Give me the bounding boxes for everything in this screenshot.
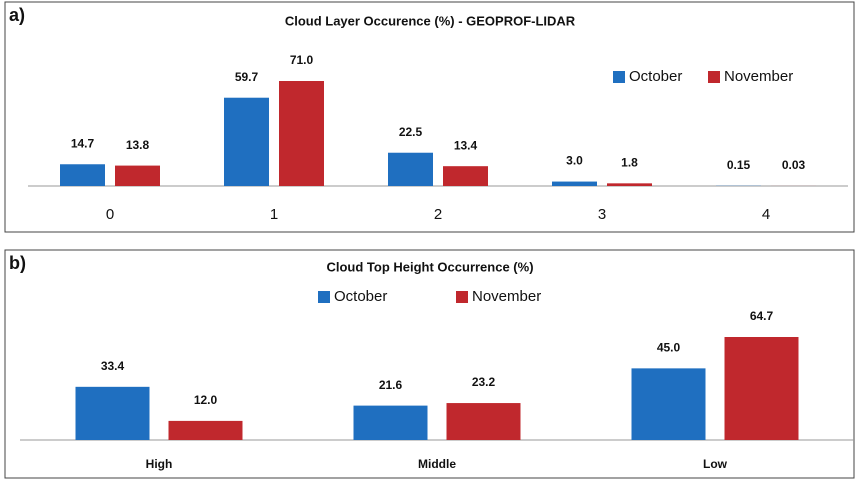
legend-swatch (318, 291, 330, 303)
x-tick-label: High (146, 457, 173, 471)
bar (279, 81, 324, 186)
value-label: 33.4 (101, 359, 125, 373)
panel-label: b) (9, 253, 26, 273)
bar (631, 368, 706, 440)
value-label: 13.4 (454, 138, 478, 152)
bar (607, 183, 652, 186)
value-label: 71.0 (290, 53, 314, 67)
value-label: 13.8 (126, 138, 150, 152)
x-tick-label: 0 (106, 206, 114, 223)
legend-label: October (629, 68, 682, 85)
legend-swatch (456, 291, 468, 303)
value-label: 1.8 (621, 156, 638, 170)
panel-frame (4, 1, 855, 233)
chart-title: Cloud Layer Occurence (%) - GEOPROF-LIDA… (285, 13, 576, 28)
bar (75, 386, 150, 440)
panel-frame (4, 249, 855, 479)
chart-title: Cloud Top Height Occurrence (%) (326, 259, 533, 274)
legend-label: October (334, 288, 387, 305)
legend-swatch (613, 71, 625, 83)
x-tick-label: 1 (270, 206, 278, 223)
bar (353, 405, 428, 440)
bar (168, 420, 243, 440)
value-label: 0.15 (727, 158, 751, 172)
bar (224, 97, 269, 186)
value-label: 14.7 (71, 136, 95, 150)
value-label: 0.03 (782, 158, 806, 172)
x-tick-label: 3 (598, 206, 606, 223)
value-label: 22.5 (399, 125, 423, 139)
value-label: 59.7 (235, 70, 259, 84)
panel-label: a) (9, 5, 25, 25)
bar (60, 164, 105, 186)
bar (446, 403, 521, 440)
value-label: 45.0 (657, 341, 681, 355)
bar (724, 337, 799, 440)
value-label: 21.6 (379, 378, 403, 392)
value-label: 23.2 (472, 375, 496, 389)
x-tick-label: 4 (762, 206, 770, 223)
value-label: 64.7 (750, 309, 774, 323)
x-tick-label: 2 (434, 206, 442, 223)
bar (115, 165, 160, 186)
value-label: 3.0 (566, 154, 583, 168)
legend-label: November (472, 288, 541, 305)
bar (388, 152, 433, 186)
legend-label: November (724, 68, 793, 85)
x-tick-label: Low (703, 457, 728, 471)
x-tick-label: Middle (418, 457, 456, 471)
value-label: 12.0 (194, 393, 218, 407)
bar (552, 181, 597, 186)
legend-swatch (708, 71, 720, 83)
bar (443, 166, 488, 186)
